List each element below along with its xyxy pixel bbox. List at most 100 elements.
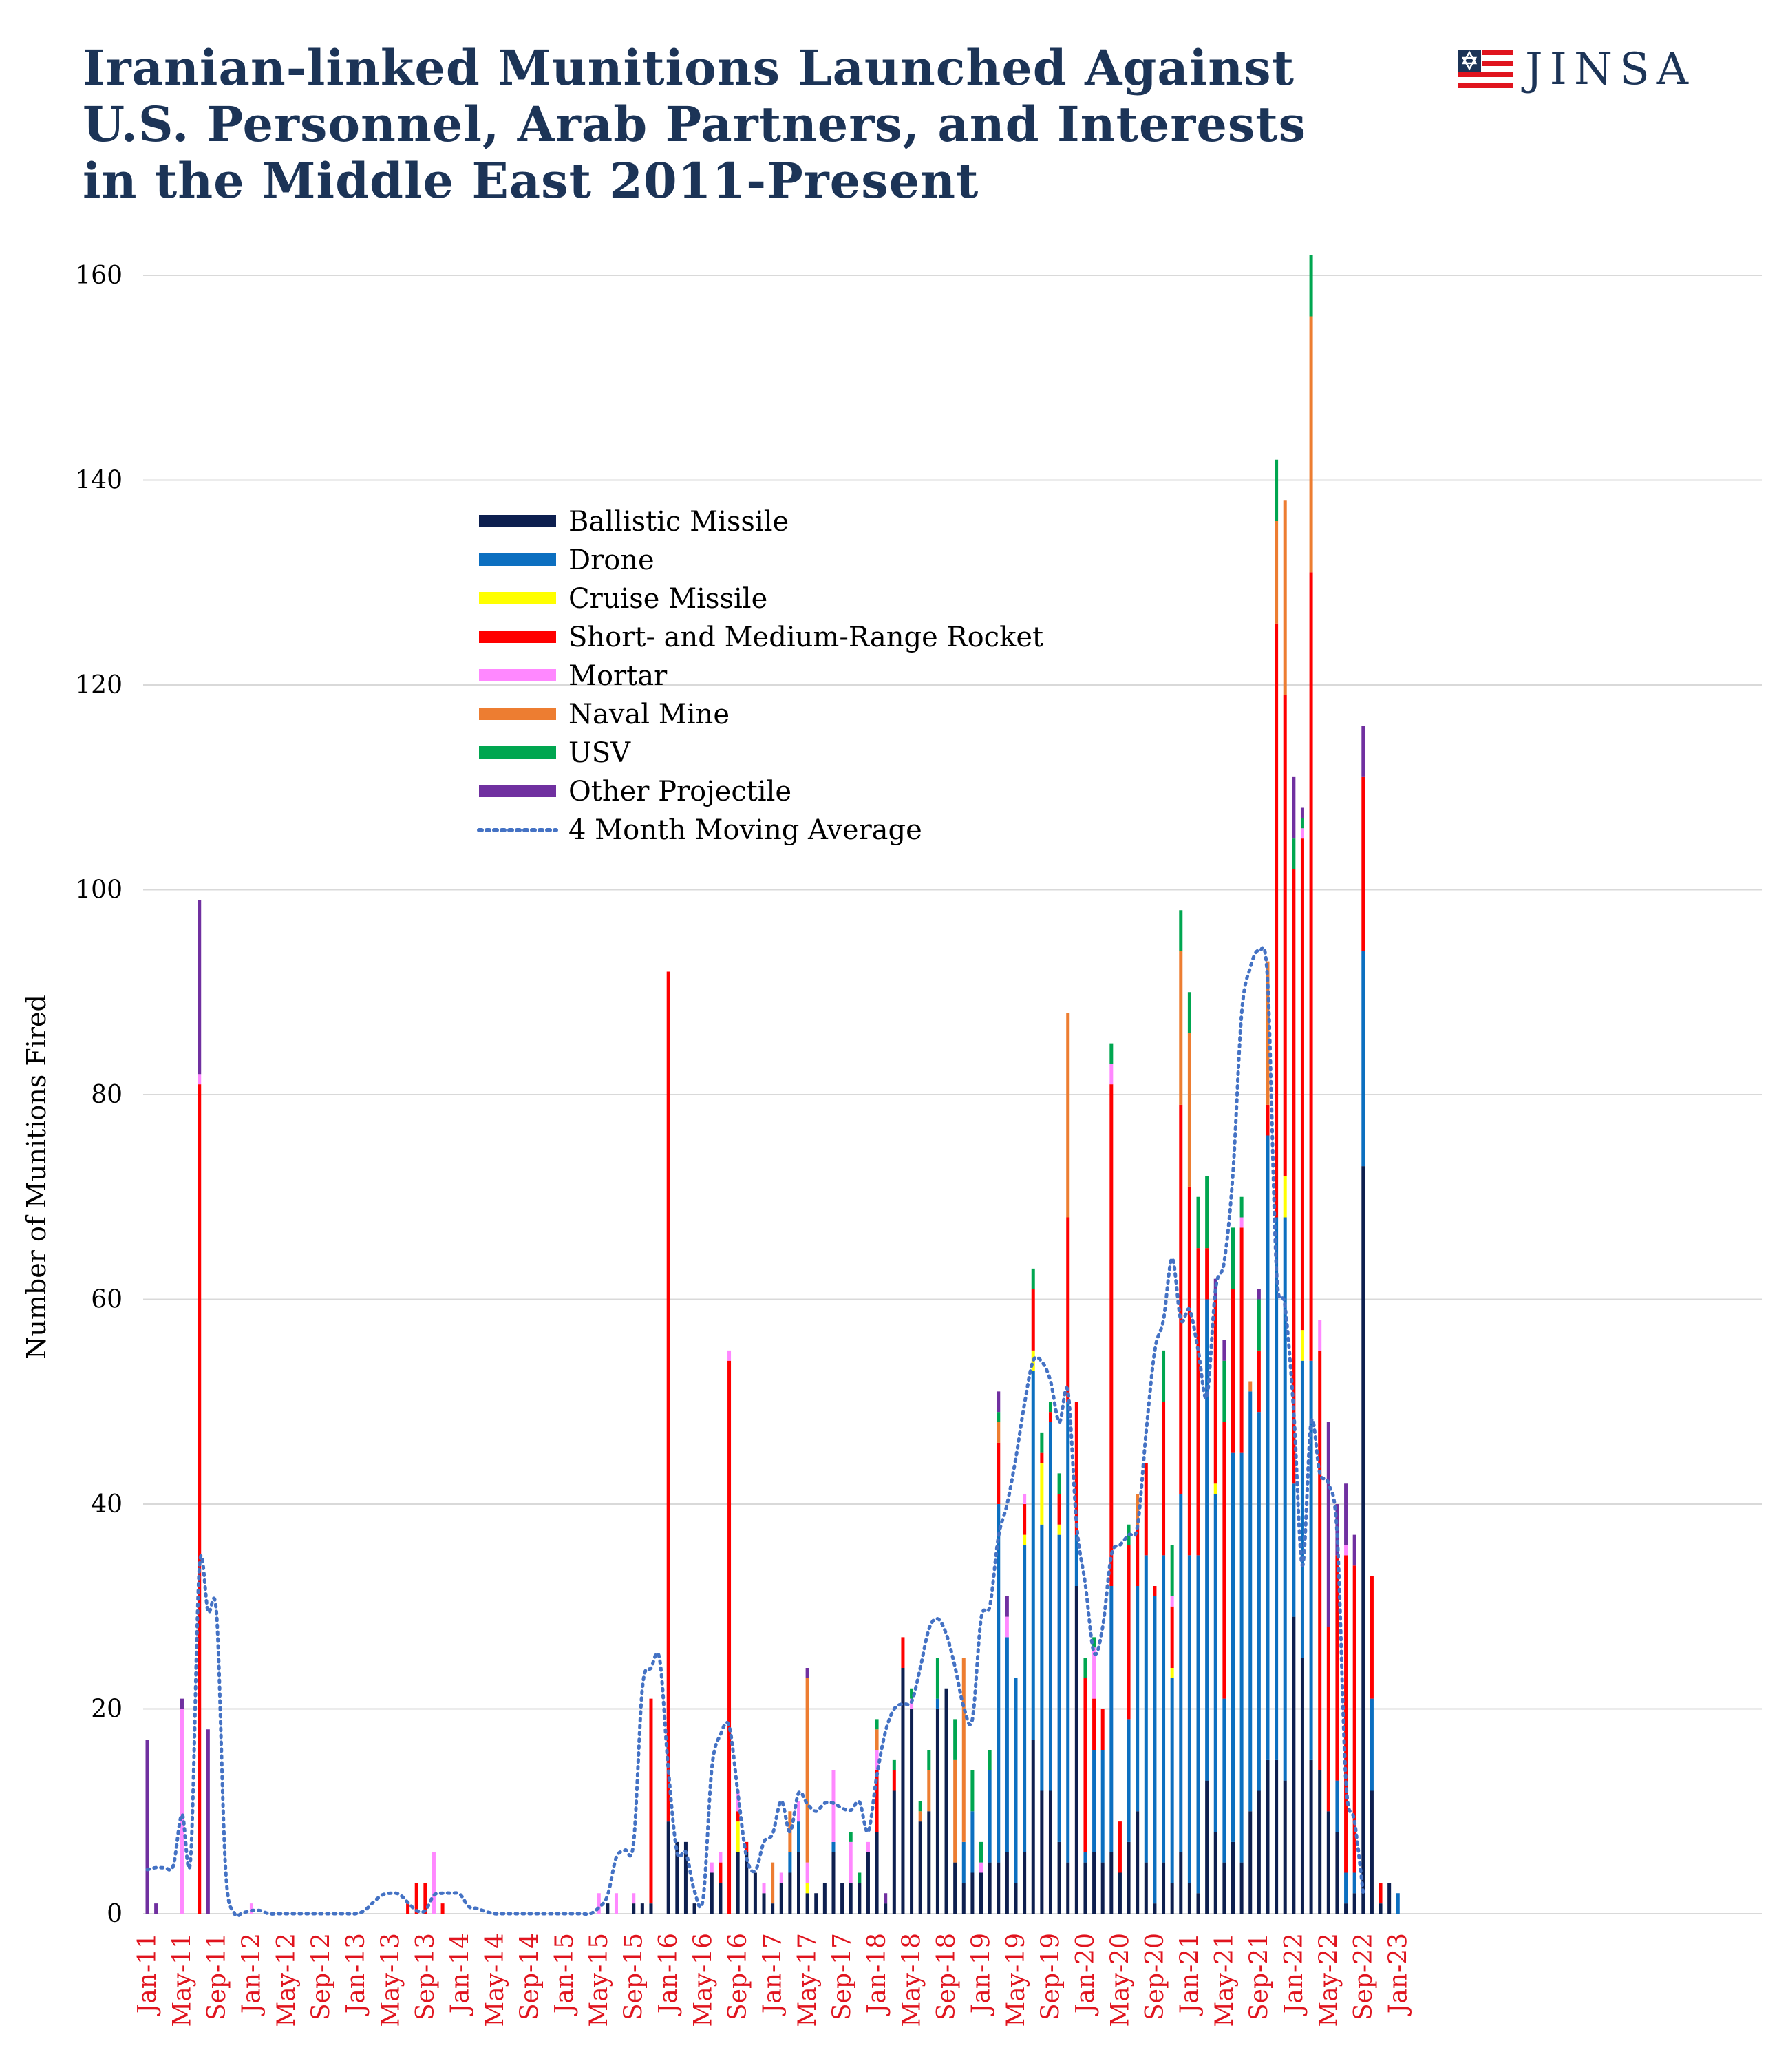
bar-segment <box>180 1709 184 1914</box>
bar-segment <box>910 1688 914 1699</box>
bar-segment <box>1066 1402 1070 1863</box>
x-tick-label: Jan-19 <box>968 1933 996 2016</box>
bar-segment <box>1292 776 1296 839</box>
x-tick-label: Sep-15 <box>620 1933 648 2020</box>
legend-swatch <box>479 553 556 566</box>
bar-segment <box>736 1821 740 1852</box>
bar-segment <box>831 1841 836 1852</box>
legend-label: USV <box>568 737 631 769</box>
bar-segment <box>1048 1402 1052 1413</box>
bar-segment <box>1266 1104 1270 1136</box>
bar-segment <box>840 1883 844 1914</box>
bar-segment <box>1048 1790 1052 1914</box>
bar-segment <box>1187 1883 1191 1914</box>
bar-segment <box>762 1893 766 1914</box>
x-tick-label: Jan-18 <box>863 1933 891 2016</box>
x-tick-label: Jan-11 <box>134 1933 162 2016</box>
bar-segment <box>1048 1412 1052 1422</box>
bar-segment <box>1222 1862 1226 1914</box>
bar-segment <box>1326 1627 1330 1812</box>
bar-segment <box>1083 1658 1087 1678</box>
bar-segment <box>997 1391 1001 1413</box>
bar-segment <box>145 1740 149 1914</box>
bar-segment <box>1213 1483 1217 1494</box>
bar-segment <box>1275 1217 1279 1760</box>
bar-segment <box>1066 1217 1070 1402</box>
x-tick-label: May-21 <box>1211 1933 1239 2027</box>
bar-segment <box>1118 1872 1122 1914</box>
bar-segment <box>1014 1678 1018 1883</box>
bar-segment <box>788 1852 792 1873</box>
bar-segment <box>1179 1852 1183 1914</box>
bar-segment <box>805 1893 809 1914</box>
bar-segment <box>1309 1759 1313 1914</box>
bar-segment <box>814 1893 818 1914</box>
bar-segment <box>997 1422 1001 1443</box>
legend-label: Mortar <box>568 660 668 692</box>
bar-segment <box>666 971 670 1822</box>
bar-segment <box>918 1801 922 1812</box>
bar-segment <box>1100 1862 1105 1914</box>
bar-segment <box>1326 1422 1330 1627</box>
bar-segment <box>884 1893 888 1904</box>
bar-segment <box>961 1658 966 1842</box>
bar-segment <box>1023 1504 1027 1535</box>
bar-segment <box>1352 1565 1356 1873</box>
bar-segment <box>1370 1576 1374 1699</box>
bar-segment <box>1040 1432 1044 1453</box>
x-tick-label: May-20 <box>1106 1933 1134 2027</box>
bar-segment <box>1092 1852 1096 1914</box>
bar-segment <box>1136 1586 1140 1812</box>
bar-segment <box>875 1729 879 1750</box>
bar-segment <box>606 1903 610 1914</box>
bar-segment <box>1344 1555 1348 1873</box>
bar-segment <box>979 1872 983 1914</box>
bar-segment <box>1005 1852 1009 1914</box>
title-line-1: Iranian-linked Munitions Launched Agains… <box>83 39 1295 96</box>
bar-segment <box>632 1893 636 1904</box>
bar-segment <box>1213 1299 1217 1484</box>
bar-segment <box>1092 1647 1096 1699</box>
bar-segment <box>970 1872 975 1914</box>
legend-swatch <box>479 631 556 643</box>
bar-segment <box>1040 1463 1044 1525</box>
legend-label: Other Projectile <box>568 776 791 807</box>
bar-segment <box>1239 1452 1244 1863</box>
bar-segment <box>1170 1545 1174 1596</box>
bar-segment <box>1179 1494 1183 1852</box>
bar-segment <box>1083 1852 1087 1863</box>
bar-segment <box>249 1903 253 1914</box>
bar-segment <box>1187 1186 1191 1556</box>
bar-segment <box>1109 1084 1114 1586</box>
bar-segment <box>935 1658 939 1699</box>
bar-segment <box>1162 1862 1166 1914</box>
bar-segment <box>1396 1893 1400 1914</box>
bar-segment <box>875 1770 879 1832</box>
bar-segment <box>1109 1586 1114 1852</box>
bar-segment <box>1222 1360 1226 1422</box>
bar-segment <box>1005 1616 1009 1638</box>
bar-segment <box>1318 1320 1322 1351</box>
bar-segment <box>1057 1534 1061 1842</box>
bar-segment <box>1248 1811 1253 1914</box>
bar-segment <box>970 1811 975 1873</box>
bar-segment <box>875 1750 879 1770</box>
bar-segment <box>753 1872 757 1914</box>
bar-segment <box>1092 1698 1096 1750</box>
bar-segment <box>1361 726 1365 777</box>
x-tick-label: Jan-15 <box>551 1933 579 2016</box>
legend-swatch <box>479 746 556 759</box>
bar-segment <box>875 1832 879 1914</box>
bar-segment <box>1066 1862 1070 1914</box>
bar-segment <box>1222 1340 1226 1361</box>
bar-segment <box>154 1903 158 1914</box>
bar-segment <box>910 1709 914 1914</box>
legend-label: Ballistic Missile <box>568 506 789 538</box>
bar-segment <box>1196 1893 1200 1914</box>
bar-segment <box>1074 1586 1078 1914</box>
x-tick-label: Sep-18 <box>933 1933 961 2020</box>
bar-segment <box>1300 818 1304 829</box>
bar-segment <box>1257 1289 1261 1300</box>
bar-segment <box>961 1883 966 1914</box>
bar-segment <box>1040 1452 1044 1463</box>
